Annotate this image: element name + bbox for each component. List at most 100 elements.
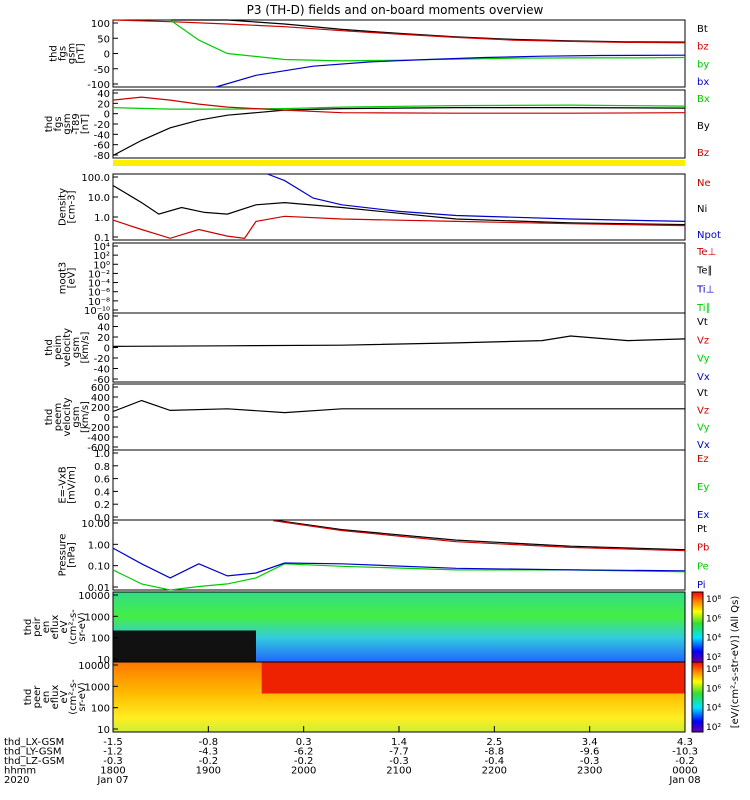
tick-label: -40 [94,130,110,141]
legend-bx: bx [697,77,709,88]
tick-label: 100 [91,634,110,645]
tick-label: 100 [91,19,110,30]
xaxis-value: 2100 [386,766,411,777]
xaxis-value: 0000 [672,766,697,777]
tick-label: 10⁻¹⁰ [84,306,110,317]
panel-frame [112,383,686,451]
tick-label: 0.8 [94,462,110,473]
colorbar-tick: 10⁸ [706,665,721,675]
panel-frame [112,173,686,241]
ylabel-line: gsm [71,406,82,427]
panel-frame [112,312,686,383]
panel-ylabel: thdfgsgsm-T89[nT] [44,113,91,135]
colorbar-tick: 10⁴ [706,634,721,644]
tick-label: 60 [97,312,110,323]
tick-label: 0.2 [94,500,110,511]
xaxis-value: -9.6 [580,747,600,758]
tick-label: 10 [97,725,110,736]
xaxis-value: 1900 [196,766,221,777]
xaxis-value: 1800 [100,766,125,777]
panel-ylabel: Density[cm-3] [58,188,78,226]
xaxis-row-label: hhmm [4,766,36,777]
panel-ylabel: thdpeerenefluxeV(cm²-s-sr-eV) [23,679,88,715]
legend-bz: bz [697,42,709,53]
ylabel-line: thd [49,45,60,62]
ylabel-line: moqt3 [58,262,69,295]
tick-label: -80 [94,151,110,162]
tick-label: -60 [94,375,110,386]
xaxis-value: -0.3 [103,756,123,767]
ylabel-line: peir [32,616,43,636]
panel-ylabel: thdpeirenefluxeV(cm²-s-sr-eV) [23,609,88,645]
series-density-Ne [112,215,686,239]
legend-Pb: Pb [697,543,709,554]
colorbar-tick: 10⁴ [706,704,721,714]
tick-label: 1000 [85,682,110,693]
tick-label: 1000 [85,612,110,623]
xaxis-value: 1.4 [391,737,407,748]
xaxis-value: 2.5 [486,737,502,748]
panel-ylabel: thdpeemvelocitygsm[km/s] [44,397,91,436]
ylabel-line: gsm [62,113,73,134]
panel-fgs_gsm: thdfgsgsm[nT] 100 50 0 -50 -100 Bt bz by bx [49,19,710,91]
panel-peir_spec: thdpeirenefluxeV(cm²-s-sr-eV) 10000 1000 10… [23,591,686,666]
xaxis-value: -0.4 [485,756,505,767]
legend-Vz: Vz [697,335,709,346]
tick-label: 50 [97,34,110,45]
xaxis-value: -4.3 [199,747,219,758]
ylabel-line: [nT] [76,43,87,63]
series-fgs_gsm-Bt [170,19,686,43]
xaxis-row-label: thd_LX-GSM [4,737,64,748]
tick-label: 10⁰ [93,260,110,271]
series-fgs_gsm_t89-Bz [112,96,686,114]
tick-label: 100.0 [81,173,110,184]
colorbar-label: [eV/(cm²-s-str-eV)] (All Qs) [730,596,741,729]
series-peem_velocity-Vt [112,399,685,414]
tick-label: 10 [97,655,110,666]
colorbar-2 [691,661,704,733]
xaxis-value: -1.2 [103,747,123,758]
xaxis-row-label: thd_LY-GSM [4,747,61,758]
xaxis-value: Jan 07 [96,775,128,786]
series-fgs_gsm-bx [215,54,686,88]
ylabel-line: eV [59,620,70,633]
xaxis-value: -8.8 [485,747,505,758]
plot-title: P3 (TH-D) fields and on-board moments ov… [247,3,544,17]
xaxis-value: -6.2 [294,747,314,758]
ylabel-line: Density [58,188,69,226]
tick-label: 600 [91,383,110,394]
ylabel-line: velocity [62,328,73,367]
tick-label: 0 [104,110,110,121]
colorbar-tick: 10⁸ [706,595,721,605]
ylabel-line: peem [53,403,64,431]
tick-label: 0.10 [88,562,110,573]
ylabel-line: [km/s] [80,401,91,433]
legend-Pe: Pe [697,561,709,572]
legend-Ti⊥: Ti⊥ [696,284,714,295]
tick-label: 100 [91,704,110,715]
legend-Pi: Pi [697,580,706,591]
xaxis-row-label: thd_LZ-GSM [4,756,65,767]
tick-label: 0 [104,344,110,355]
series-fgs_gsm-by [169,19,686,62]
colorbar-tick: 10² [706,653,721,663]
xaxis-value: -0.3 [389,756,409,767]
ylabel-line: thd [23,689,34,706]
tick-label: -60 [94,141,110,152]
tick-label: 10000 [78,661,110,672]
yellow-status-bar [113,160,685,166]
series-fgs_gsm_t89-By [112,106,686,157]
spectrogram-high-flux-region [261,662,685,694]
colorbar-1 [691,591,704,663]
legend-Vx: Vx [697,372,710,383]
tick-label: 20 [97,99,110,110]
tick-label: 0 [104,413,110,424]
legend-by: by [697,59,709,70]
xaxis-value: -0.2 [675,756,695,767]
tick-label: 10⁻⁶ [88,288,110,299]
legend-Vt: Vt [697,388,708,399]
xaxis-value: 2300 [577,766,602,777]
xaxis-value: -0.3 [580,756,600,767]
